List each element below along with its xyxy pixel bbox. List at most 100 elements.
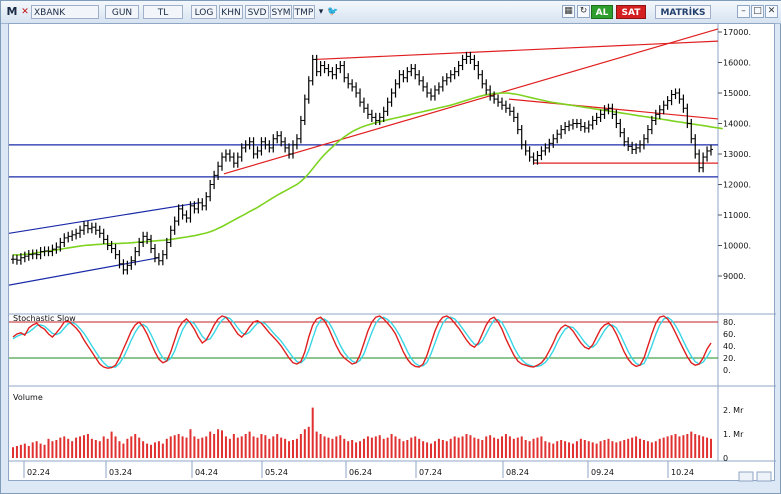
volume-bar bbox=[71, 441, 74, 458]
refresh-icon[interactable]: ↻ bbox=[577, 5, 590, 18]
sell-button[interactable]: SAT bbox=[616, 5, 646, 19]
volume-bar bbox=[686, 434, 689, 458]
log-button[interactable]: LOG bbox=[191, 5, 217, 19]
volume-bar bbox=[623, 440, 626, 458]
volume-bar bbox=[430, 443, 433, 458]
khn-button[interactable]: KHN bbox=[219, 5, 243, 19]
chart-toolbar: M ✕ XBANK GUN TL LOG KHN SVD SYM TMP ▾ 🐦… bbox=[1, 1, 781, 24]
top-channel-line[interactable] bbox=[314, 40, 719, 61]
volume-bar bbox=[366, 436, 369, 458]
channel-top-line[interactable] bbox=[8, 202, 200, 234]
volume-bar bbox=[153, 442, 156, 458]
volume-bar bbox=[583, 440, 586, 458]
volume-bar bbox=[106, 438, 109, 458]
volume-bar bbox=[280, 437, 283, 458]
volume-bar bbox=[31, 442, 34, 458]
sym-button[interactable]: SYM bbox=[270, 5, 292, 19]
volume-bar bbox=[323, 436, 326, 458]
date-axis-label: 07.24 bbox=[419, 468, 442, 477]
volume-bar bbox=[55, 440, 58, 458]
price-axis-label: 16000. bbox=[723, 59, 751, 68]
stoch-d-line bbox=[12, 316, 712, 368]
volume-bar bbox=[110, 431, 113, 458]
grid-icon[interactable]: ▦ bbox=[562, 5, 575, 18]
volume-bar bbox=[288, 441, 291, 458]
volume-bar bbox=[706, 437, 709, 458]
stoch-axis-label: 60. bbox=[723, 330, 736, 339]
volume-bar bbox=[402, 441, 405, 458]
minimize-icon[interactable]: – bbox=[737, 5, 750, 18]
volume-bar bbox=[560, 440, 563, 458]
chevron-down-icon[interactable]: ▾ bbox=[318, 7, 324, 17]
downtrend-line[interactable] bbox=[508, 98, 719, 120]
scroll-button[interactable] bbox=[738, 471, 754, 482]
volume-axis-label: 0 bbox=[723, 454, 728, 463]
volume-bar bbox=[359, 441, 362, 458]
volume-bar bbox=[134, 434, 137, 458]
volume-bar bbox=[615, 442, 618, 458]
menu-m-button[interactable]: M bbox=[6, 5, 18, 18]
volume-bar bbox=[441, 440, 444, 458]
volume-bar bbox=[102, 436, 105, 458]
volume-bar bbox=[205, 436, 208, 458]
svd-button[interactable]: SVD bbox=[245, 5, 269, 19]
volume-bar bbox=[27, 446, 30, 458]
volume-bar bbox=[449, 438, 452, 458]
volume-pane bbox=[12, 407, 712, 458]
chart-panel[interactable]: 17000. 16000. 15000. 14000. 13000. 12000. 1100… bbox=[8, 23, 776, 482]
volume-bar bbox=[571, 443, 574, 458]
volume-bar bbox=[299, 434, 302, 458]
volume-bar bbox=[398, 438, 401, 458]
volume-bar bbox=[213, 434, 216, 458]
stoch-axis-label: 40. bbox=[723, 342, 736, 351]
close-symbol-icon[interactable]: ✕ bbox=[21, 7, 29, 17]
scroll-button[interactable] bbox=[756, 471, 772, 482]
stoch-axis-label: 20. bbox=[723, 354, 736, 363]
channel-bottom-line[interactable] bbox=[8, 257, 160, 286]
tmp-button[interactable]: TMP bbox=[293, 5, 315, 19]
stoch-k-line bbox=[12, 315, 712, 369]
uptrend-line[interactable] bbox=[223, 28, 719, 175]
volume-bar bbox=[157, 441, 160, 458]
symbol-field[interactable]: XBANK bbox=[31, 5, 99, 19]
volume-bar bbox=[201, 437, 204, 458]
volume-bar bbox=[232, 434, 235, 458]
volume-bar bbox=[256, 437, 259, 458]
volume-bar bbox=[252, 436, 255, 458]
volume-bar bbox=[524, 440, 527, 458]
volume-bar bbox=[682, 435, 685, 458]
twitter-icon[interactable]: 🐦 bbox=[327, 7, 339, 17]
volume-bar bbox=[23, 443, 26, 458]
volume-bar bbox=[63, 436, 66, 458]
volume-bar bbox=[12, 447, 14, 458]
volume-bar bbox=[75, 437, 78, 458]
maximize-icon[interactable]: □ bbox=[751, 5, 764, 18]
close-icon[interactable]: ✕ bbox=[765, 5, 778, 18]
period-button[interactable]: GUN bbox=[105, 5, 139, 19]
volume-bar bbox=[51, 441, 54, 458]
chart-canvas[interactable]: 17000. 16000. 15000. 14000. 13000. 12000. 1100… bbox=[8, 24, 776, 482]
volume-bar bbox=[489, 435, 492, 458]
date-axis-label: 05.24 bbox=[265, 468, 288, 477]
volume-bar bbox=[374, 436, 377, 458]
volume-bar bbox=[493, 437, 496, 458]
volume-bar bbox=[646, 441, 649, 458]
volume-bar bbox=[240, 436, 243, 458]
currency-button[interactable]: TL bbox=[143, 5, 183, 19]
volume-bar bbox=[508, 436, 511, 458]
volume-bar bbox=[390, 434, 393, 458]
volume-bar bbox=[520, 436, 523, 458]
volume-bar bbox=[473, 437, 476, 458]
volume-bar bbox=[291, 440, 294, 458]
volume-bar bbox=[39, 443, 42, 458]
volume-bar bbox=[658, 438, 661, 458]
volume-bar bbox=[382, 438, 385, 458]
volume-bar bbox=[465, 434, 468, 458]
volume-bar bbox=[544, 441, 547, 458]
volume-bar bbox=[611, 441, 614, 458]
buy-button[interactable]: AL bbox=[591, 5, 613, 19]
volume-bar bbox=[307, 426, 310, 458]
volume-bar bbox=[556, 441, 559, 458]
volume-axis-label: 2. Mr bbox=[723, 406, 744, 415]
price-axis-label: 11000. bbox=[723, 211, 751, 220]
